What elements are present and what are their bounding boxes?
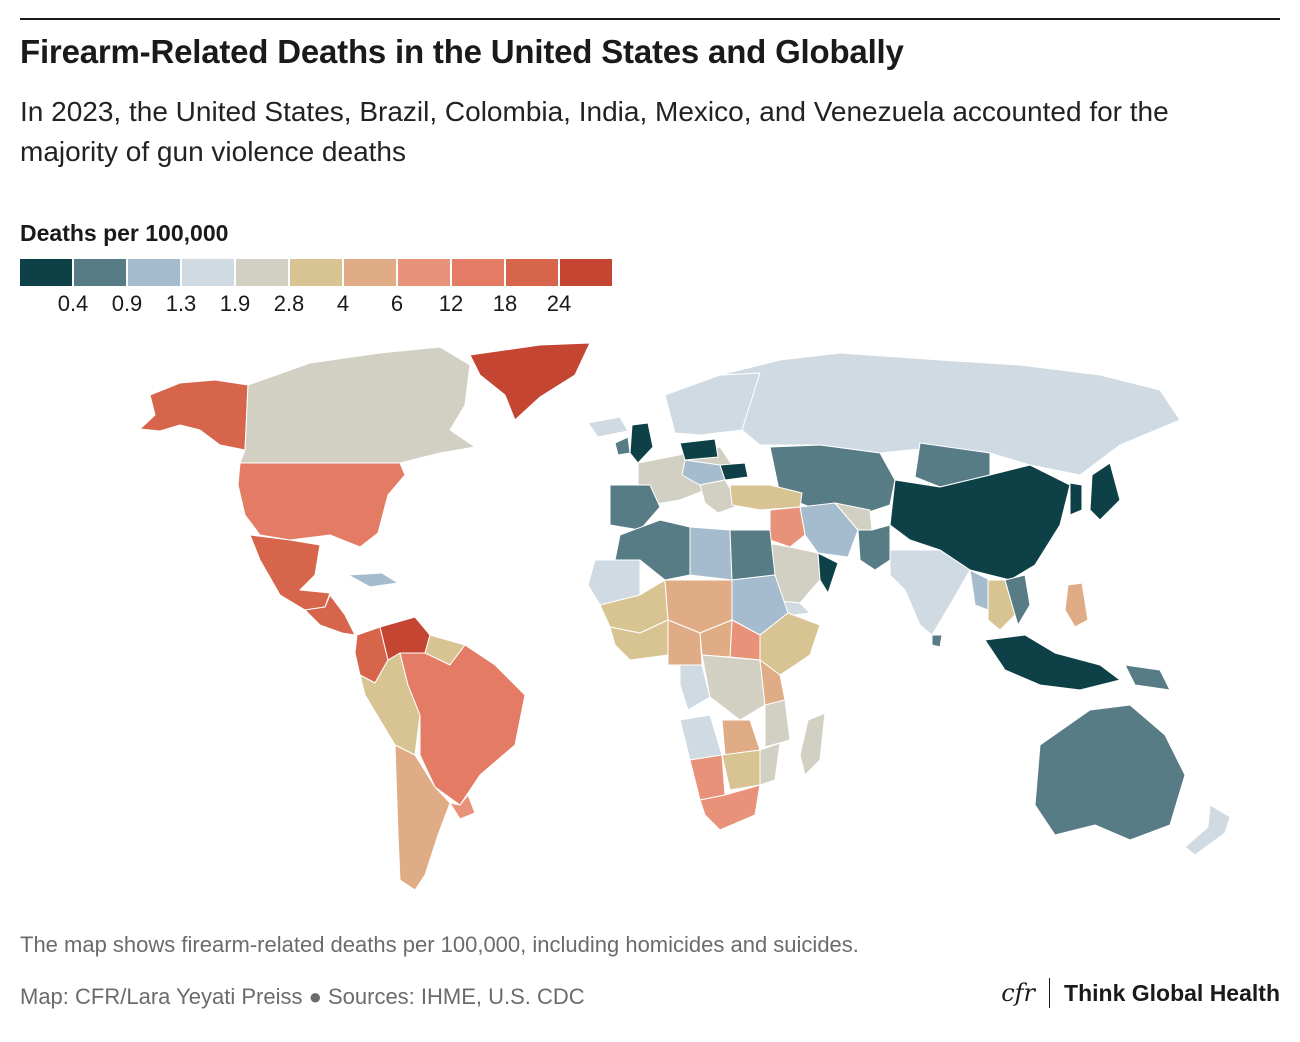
region-gabon-congo [679, 664, 711, 711]
legend-break-label: 1.9 [219, 291, 251, 316]
legend-swatch-5 [290, 259, 342, 286]
legend-swatch-10 [560, 259, 612, 286]
region-botswana-zimbabwe [721, 749, 761, 791]
legend-swatch-8 [452, 259, 504, 286]
region-philippines [1064, 582, 1089, 628]
legend-break-label: 24 [546, 291, 572, 316]
region-united-kingdom [629, 422, 654, 464]
region-namibia [689, 754, 726, 801]
region-iberia [609, 484, 661, 531]
region-mexico [249, 534, 331, 611]
region-south-africa [699, 784, 761, 831]
region-india [889, 549, 971, 636]
region-greenland [469, 342, 591, 421]
region-uruguay [449, 794, 476, 820]
region-papua-new-guinea [1124, 664, 1171, 691]
legend-swatch-0 [20, 259, 72, 286]
brand-divider [1049, 978, 1051, 1008]
region-canada [239, 346, 476, 464]
legend-swatch-2 [128, 259, 180, 286]
legend-break-label: 18 [492, 291, 518, 316]
legend-break-label: 0.9 [111, 291, 143, 316]
legend-break-label: 0.4 [57, 291, 89, 316]
region-balkans [699, 479, 741, 514]
top-rule [20, 18, 1280, 20]
chart-subtitle: In 2023, the United States, Brazil, Colo… [20, 96, 1169, 167]
region-japan [1089, 462, 1121, 521]
region-iceland [587, 416, 629, 438]
region-poland [679, 438, 719, 461]
region-mozambique [759, 742, 781, 786]
legend-color-scale [20, 259, 614, 286]
brand-name: Think Global Health [1064, 979, 1280, 1006]
region-madagascar [799, 712, 826, 776]
region-tanzania [764, 699, 791, 748]
legend-break-label: 12 [438, 291, 464, 316]
region-argentina-chile [394, 744, 451, 891]
source-credit: Map: CFR/Lara Yeyati Preiss ● Sources: I… [20, 984, 585, 1009]
region-new-zealand [1184, 804, 1231, 856]
legend-break-label: 1.3 [165, 291, 197, 316]
region-iraq-syria [769, 506, 806, 548]
region-ireland [614, 436, 631, 456]
region-indonesia-malaysia [984, 634, 1121, 691]
legend-break-label: 6 [390, 291, 404, 316]
region-oman [817, 552, 839, 594]
region-pakistan [857, 524, 891, 571]
legend-swatch-4 [236, 259, 288, 286]
region-sri-lanka [931, 634, 943, 648]
region-zambia-malawi [721, 719, 761, 756]
region-alaska [139, 379, 249, 451]
region-china [889, 464, 1071, 581]
region-united-states [237, 462, 406, 548]
region-cuba [347, 572, 399, 588]
legend-break-label: 2.8 [273, 291, 305, 316]
region-angola [679, 714, 723, 761]
region-australia [1034, 704, 1186, 841]
legend-swatch-7 [398, 259, 450, 286]
region-russia [719, 352, 1181, 476]
region-central-america [304, 594, 356, 636]
legend-swatch-3 [182, 259, 234, 286]
map-note: The map shows firearm-related deaths per… [20, 932, 859, 957]
legend-break-labels: 0.4 0.9 1.3 1.9 2.8 4 6 12 18 24 [20, 291, 640, 321]
region-libya [689, 526, 733, 581]
legend-swatch-1 [74, 259, 126, 286]
world-map [120, 335, 1285, 895]
brand-lockup: cfr Think Global Health [1001, 978, 1280, 1008]
region-myanmar [969, 569, 991, 611]
legend-swatch-9 [506, 259, 558, 286]
cfr-logo: cfr [1001, 979, 1036, 1007]
region-vietnam-laos [1004, 574, 1031, 626]
legend-title: Deaths per 100,000 [20, 220, 229, 246]
legend-break-label: 4 [336, 291, 350, 316]
chart-title: Firearm-Related Deaths in the United Sta… [20, 33, 904, 70]
legend-swatch-6 [344, 259, 396, 286]
region-egypt [729, 529, 776, 581]
region-dr-congo [701, 654, 766, 721]
region-brazil [399, 644, 526, 806]
region-korea [1069, 482, 1083, 516]
